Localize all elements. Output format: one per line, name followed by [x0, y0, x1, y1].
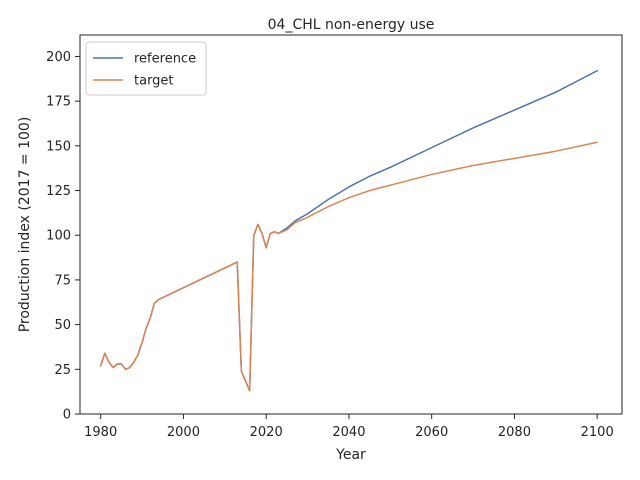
x-tick-label: 2020 — [250, 425, 283, 440]
y-tick-label: 75 — [54, 273, 71, 288]
y-tick-label: 150 — [46, 139, 71, 154]
x-tick-label: 2100 — [581, 425, 614, 440]
x-tick-label: 1980 — [84, 425, 117, 440]
series-line-target — [99, 141, 598, 392]
x-tick-label: 2000 — [167, 425, 200, 440]
y-tick-label: 125 — [46, 184, 71, 199]
y-tick-label: 50 — [54, 318, 71, 333]
y-tick-label: 25 — [54, 363, 71, 378]
plot-background — [80, 35, 622, 414]
chart-title: 04_CHL non-energy use — [268, 17, 435, 33]
y-tick-label: 100 — [46, 229, 71, 244]
legend-frame — [85, 41, 207, 96]
plot-frame — [79, 34, 623, 415]
x-axis-title: Year — [335, 447, 366, 463]
y-axis-ticks: 0 25 50 75 100 125 150 175 200 — [46, 50, 80, 423]
legend-label-reference: reference — [134, 52, 196, 67]
y-tick-label: 175 — [46, 95, 71, 110]
x-tick-label: 2060 — [415, 425, 448, 440]
legend-label-target: target — [134, 74, 174, 89]
x-tick-label: 2040 — [332, 425, 365, 440]
y-tick-label: 200 — [46, 50, 71, 65]
x-axis-ticks: 1980 2000 2020 2040 2060 2080 2100 — [84, 414, 614, 440]
y-tick-label: 0 — [63, 408, 71, 423]
x-tick-label: 2080 — [498, 425, 531, 440]
legend: reference target — [85, 41, 207, 96]
y-axis-title: Production index (2017 = 100) — [17, 117, 33, 333]
series-lines — [99, 70, 598, 392]
